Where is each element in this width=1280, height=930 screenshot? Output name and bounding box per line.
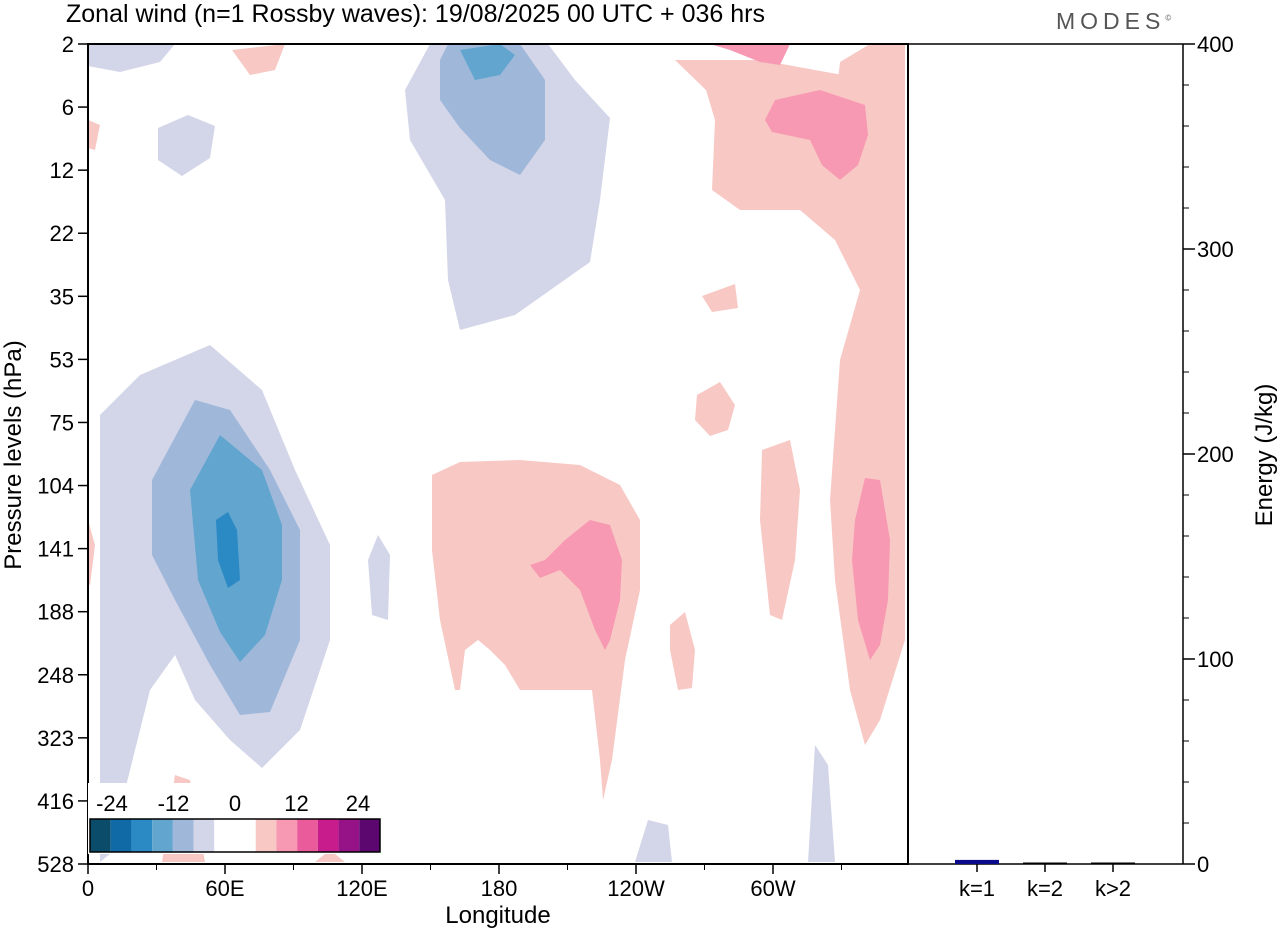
energy-tick-label: 400 bbox=[1197, 32, 1234, 57]
energy-tick-label: 200 bbox=[1197, 442, 1234, 467]
colorbar-swatch bbox=[90, 819, 111, 852]
y-tick-label: 2 bbox=[62, 32, 74, 57]
x-tick-label: 120W bbox=[607, 876, 665, 901]
colorbar-swatch bbox=[193, 819, 215, 852]
contour-region-pos-14 bbox=[88, 120, 100, 150]
colorbar-label: -24 bbox=[96, 791, 128, 816]
plot-frame bbox=[87, 43, 909, 865]
colorbar: -24 -12 0 12 24 bbox=[88, 783, 382, 854]
energy-tick-label: 0 bbox=[1197, 852, 1209, 877]
x-tick-label: 180 bbox=[481, 876, 518, 901]
x-axis-title: Longitude bbox=[445, 902, 550, 929]
copyright-mark: © bbox=[1165, 13, 1172, 23]
colorbar-swatch bbox=[152, 819, 173, 852]
y-tick-label: 323 bbox=[37, 726, 74, 751]
energy-bar-axes: 0 100 200 300 400 k=1 k=2 k>2 bbox=[908, 32, 1234, 901]
colorbar-swatch bbox=[338, 819, 360, 852]
contour-region-neg-5 bbox=[635, 820, 672, 862]
y-axis-title: Pressure levels (hPa) bbox=[0, 340, 27, 569]
energy-axis-title: Energy (J/kg) bbox=[1251, 384, 1278, 527]
colorbar-label: 24 bbox=[346, 791, 370, 816]
contour-region-pos-25 bbox=[530, 520, 622, 650]
colorbar-swatch bbox=[131, 819, 153, 852]
contour-region-pos-12 bbox=[640, 44, 905, 100]
y-tick-label: 141 bbox=[37, 537, 74, 562]
contour-region-pos-26 bbox=[852, 478, 890, 660]
contour-region-neg-11 bbox=[216, 512, 240, 588]
y-tick-label: 12 bbox=[50, 158, 74, 183]
contour-region-pos-27 bbox=[710, 44, 790, 65]
contour-region-pos-20 bbox=[670, 612, 695, 690]
colorbar-swatch bbox=[317, 819, 339, 852]
x-tick-label: 120E bbox=[336, 876, 387, 901]
colorbar-label: 0 bbox=[229, 791, 241, 816]
contour-region-pos-18 bbox=[760, 440, 800, 620]
colorbar-frame bbox=[89, 818, 381, 853]
energy-bar bbox=[1091, 862, 1135, 864]
colorbar-swatch bbox=[110, 819, 132, 852]
energy-tick-label: 100 bbox=[1197, 647, 1234, 672]
y-tick-label: 6 bbox=[62, 95, 74, 120]
y-tick-label: 22 bbox=[50, 221, 74, 246]
colorbar-swatch bbox=[297, 819, 318, 852]
contour-region-pos-24 bbox=[765, 90, 868, 180]
colorbar-label: 12 bbox=[284, 791, 308, 816]
contour-region-neg-1 bbox=[158, 115, 215, 176]
energy-category-label: k=2 bbox=[1027, 876, 1063, 901]
contour-region-pos-23 bbox=[315, 850, 345, 862]
y-tick-label: 416 bbox=[37, 789, 74, 814]
energy-bar bbox=[1023, 862, 1067, 864]
y-tick-label: 104 bbox=[37, 474, 74, 499]
energy-bar bbox=[955, 859, 999, 864]
contour-region-pos-17 bbox=[695, 382, 735, 436]
y-tick-label: 188 bbox=[37, 600, 74, 625]
main-plot-axes: 0 60E 120E 180 120W 60W 2 6 12 22 35 53 75 104 141 188 2… bbox=[37, 32, 909, 901]
y-tick-label: 53 bbox=[50, 347, 74, 372]
y-tick-label: 75 bbox=[50, 410, 74, 435]
energy-tick-label: 300 bbox=[1197, 237, 1234, 262]
chart-title: Zonal wind (n=1 Rossby waves): 19/08/202… bbox=[66, 0, 765, 28]
contour-fill-layer bbox=[88, 44, 905, 862]
brand-text: MODES bbox=[1056, 8, 1166, 34]
colorbar-swatch bbox=[255, 819, 277, 852]
contour-region-pos-13 bbox=[675, 60, 905, 745]
colorbar-swatch bbox=[172, 819, 194, 852]
x-tick-label: 60W bbox=[750, 876, 795, 901]
y-tick-label: 528 bbox=[37, 852, 74, 877]
colorbar-swatch bbox=[214, 819, 235, 852]
contour-region-neg-0 bbox=[88, 44, 175, 72]
y-tick-label: 35 bbox=[50, 284, 74, 309]
colorbar-swatch bbox=[235, 819, 256, 852]
x-tick-label: 60E bbox=[205, 876, 244, 901]
y-tick-label: 248 bbox=[37, 663, 74, 688]
contour-region-pos-15 bbox=[232, 44, 285, 75]
energy-category-label: k=1 bbox=[959, 876, 995, 901]
modes-logo: MODES© bbox=[1056, 8, 1171, 35]
contour-region-pos-22 bbox=[88, 520, 95, 585]
contour-region-neg-6 bbox=[808, 745, 835, 862]
contour-region-neg-7 bbox=[440, 44, 545, 175]
x-tick-label: 0 bbox=[82, 876, 94, 901]
contour-region-neg-9 bbox=[460, 44, 515, 80]
energy-category-label: k>2 bbox=[1095, 876, 1131, 901]
contour-region-pos-16 bbox=[702, 284, 738, 312]
contour-region-neg-4 bbox=[368, 535, 390, 620]
colorbar-swatch bbox=[276, 819, 298, 852]
colorbar-swatch bbox=[359, 819, 380, 852]
colorbar-label: -12 bbox=[158, 791, 190, 816]
